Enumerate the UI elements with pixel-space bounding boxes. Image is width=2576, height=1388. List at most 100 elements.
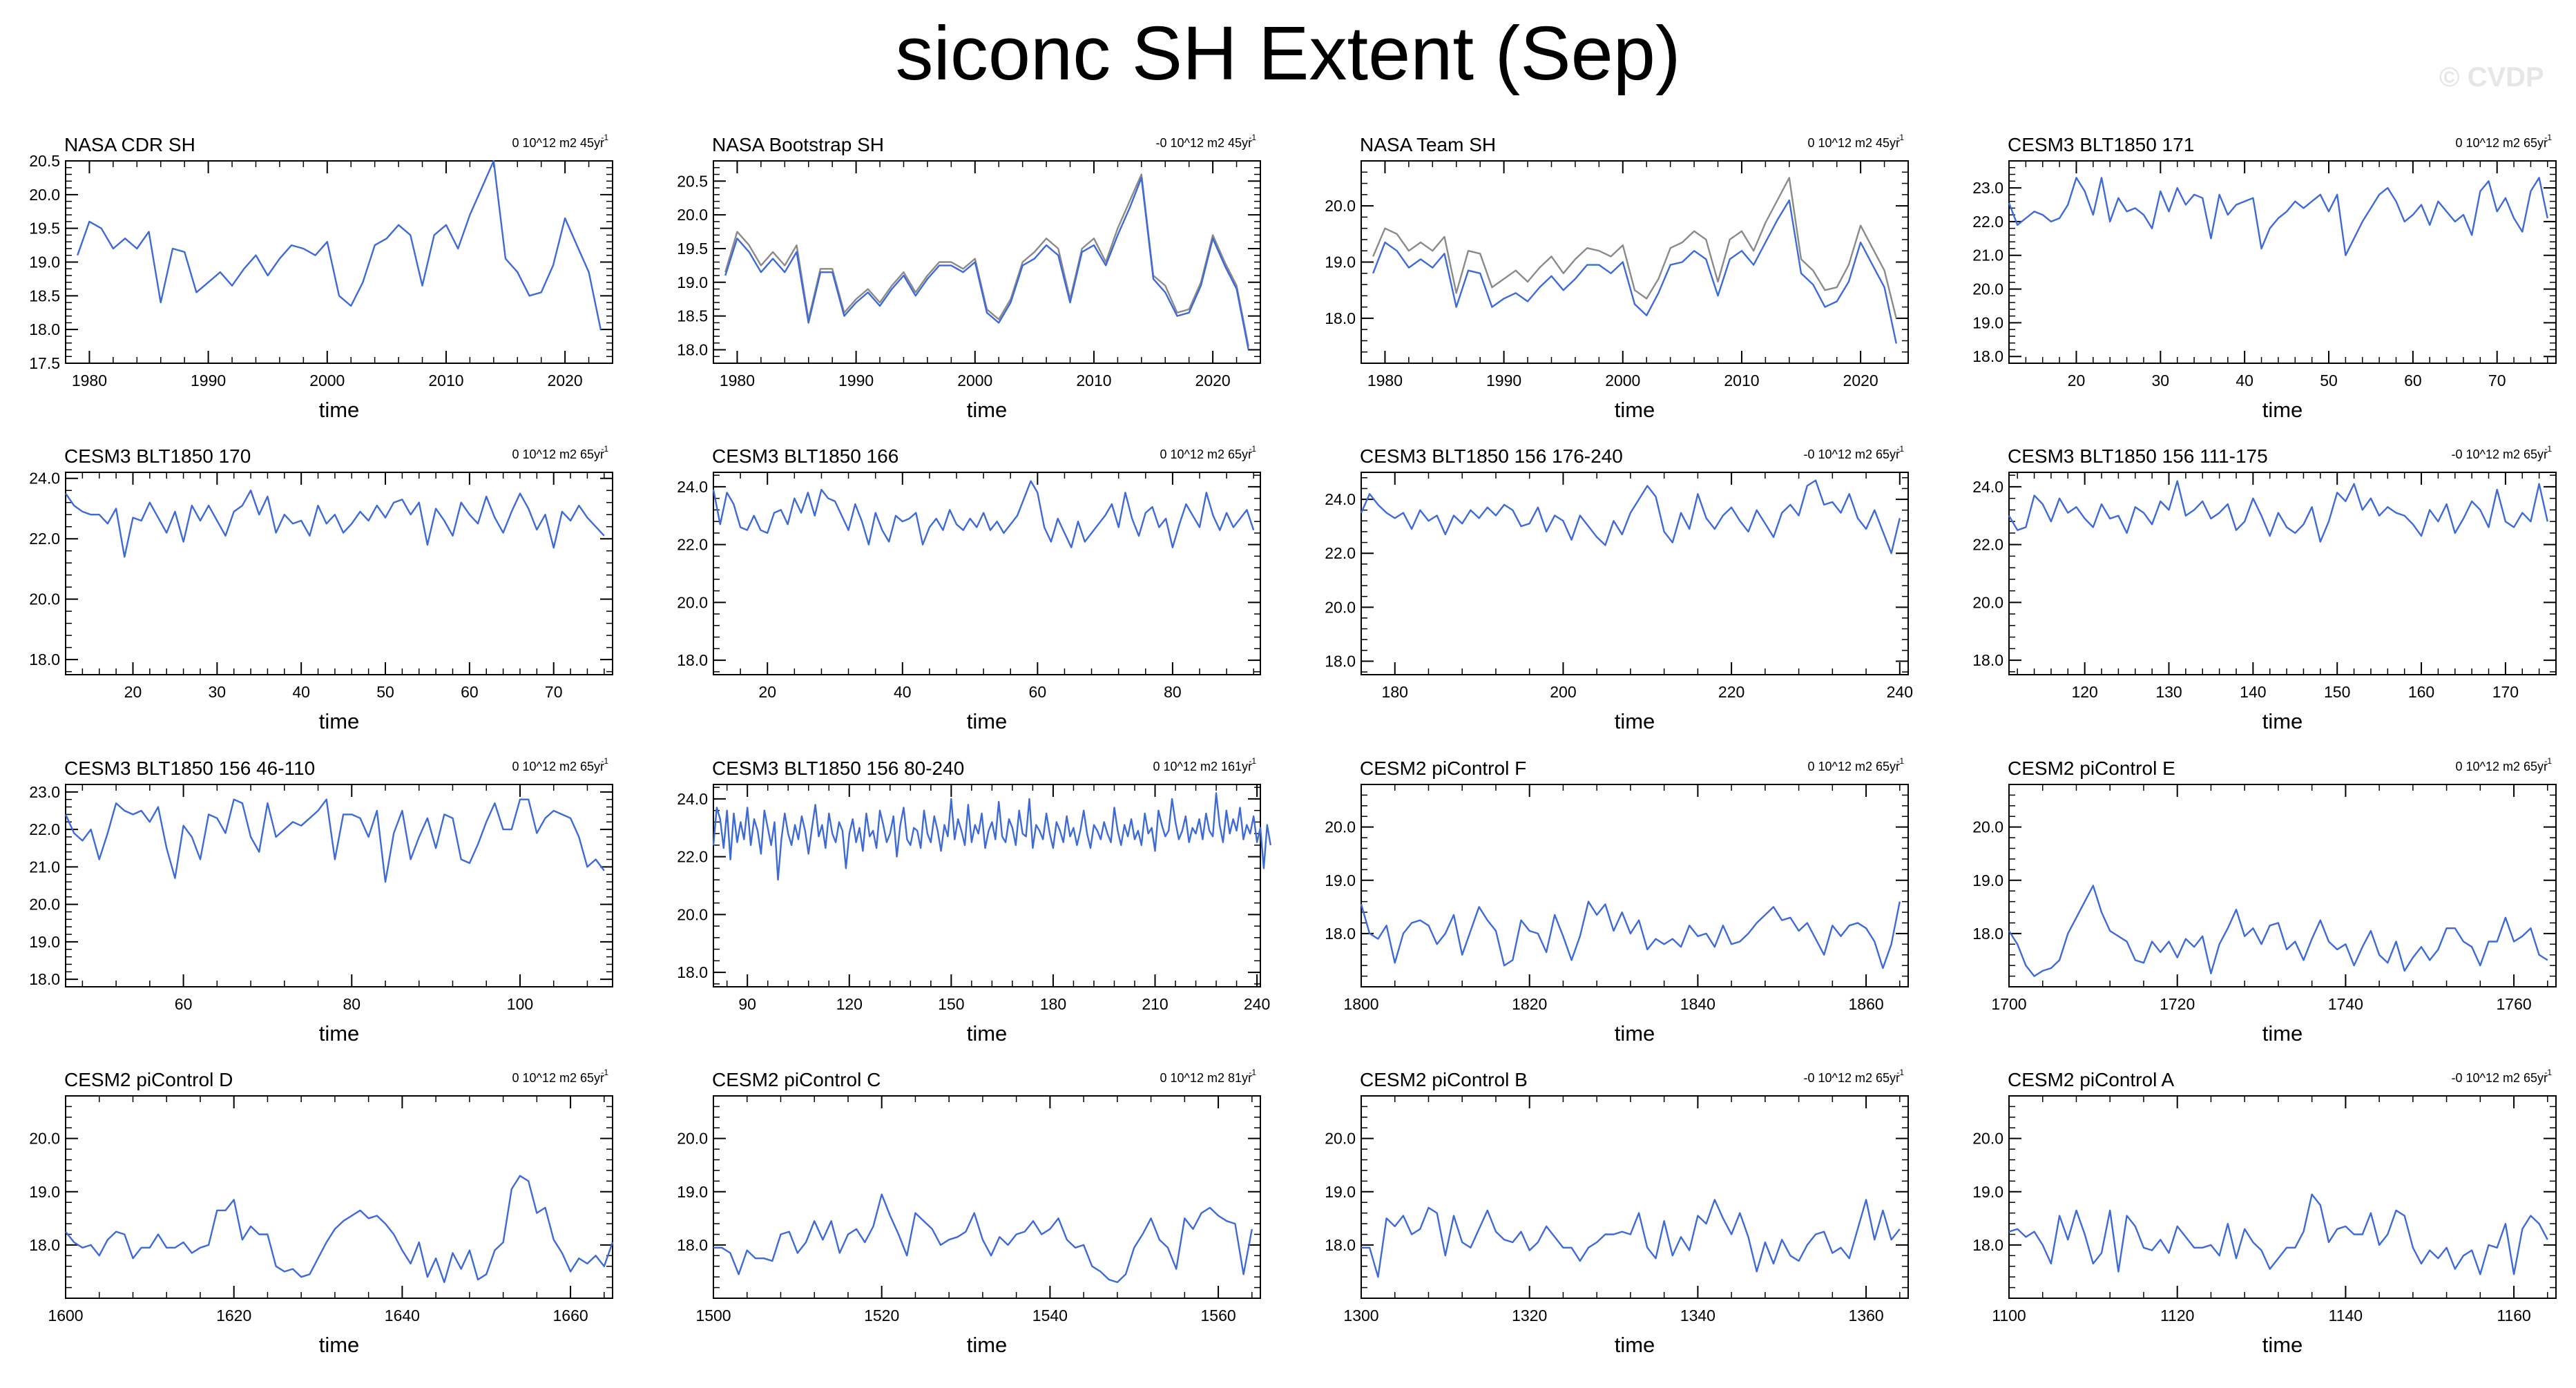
plot-frame (713, 472, 1261, 675)
y-tick-label: 20.5 (29, 152, 60, 170)
series-line (64, 798, 605, 883)
y-tick-label: 20.5 (677, 172, 708, 190)
panel-annotation-exponent: -1 (1896, 133, 1904, 142)
x-tick-label: 40 (2236, 372, 2253, 389)
x-tick-label: 210 (1142, 995, 1168, 1013)
series-line (1361, 1199, 1901, 1278)
plot-frame (2008, 472, 2557, 675)
series-line (2008, 885, 2548, 977)
x-tick-label: 20 (758, 683, 776, 701)
x-tick-label: 240 (1887, 683, 1913, 701)
y-tick-label: 23.0 (29, 783, 60, 801)
panel-2: NASA Team SH 0 10^12 m2 45yr-1 1980 1990 200… (1325, 133, 1909, 422)
x-tick-label: 180 (1040, 995, 1066, 1013)
x-tick-label: 1840 (1680, 995, 1715, 1013)
x-tick-label: 1760 (2496, 995, 2531, 1013)
panel-annotation-exponent: -1 (1896, 756, 1904, 766)
panel-annotation-exponent: -1 (1896, 1068, 1904, 1077)
series-line (724, 177, 1249, 350)
panel-11: CESM2 piControl E 0 10^12 m2 65yr-1 1700 17… (1972, 756, 2557, 1045)
x-tick-label: 2020 (548, 372, 583, 389)
panel-annotation: 0 10^12 m2 65yr (2455, 136, 2548, 150)
x-tick-label: 1980 (1367, 372, 1403, 389)
x-tick-label: 1300 (1343, 1307, 1378, 1324)
y-tick-label: 20.0 (1325, 818, 1356, 836)
x-tick-label: 1320 (1512, 1307, 1547, 1324)
plot-frame (2008, 1095, 2557, 1299)
panel-0: NASA CDR SH 0 10^12 m2 45yr-1 1980 1990 2000… (29, 133, 613, 422)
y-tick-label: 18.0 (29, 970, 60, 988)
panel-title: CESM3 BLT1850 156 80-240 (712, 758, 964, 779)
panel-annotation: -0 10^12 m2 65yr (1803, 447, 1900, 461)
y-tick-label: 20.0 (1972, 1130, 2003, 1148)
panel-13: CESM2 piControl C 0 10^12 m2 81yr-1 1500 15… (677, 1068, 1261, 1357)
x-axis-label: time (2262, 1021, 2303, 1045)
y-tick-label: 22.0 (29, 530, 60, 548)
panel-annotation: 0 10^12 m2 81yr (1160, 1071, 1252, 1085)
panel-6: CESM3 BLT1850 156 176-240 -0 10^12 m2 65y… (1325, 444, 1913, 733)
x-tick-label: 120 (836, 995, 863, 1013)
panel-annotation-exponent: -1 (1249, 1068, 1256, 1077)
x-tick-label: 1620 (216, 1307, 251, 1324)
y-tick-label: 24.0 (1325, 490, 1356, 508)
series-line (712, 792, 1271, 881)
series-line (2008, 177, 2548, 256)
x-tick-label: 20 (124, 683, 142, 701)
x-tick-label: 20 (2068, 372, 2086, 389)
watermark-logo: © CVDP (2439, 62, 2544, 93)
y-tick-label: 24.0 (1972, 478, 2003, 496)
y-tick-label: 20.0 (677, 1130, 708, 1148)
x-tick-label: 2010 (1724, 372, 1759, 389)
y-tick-label: 18.5 (677, 307, 708, 325)
y-tick-label: 24.0 (29, 470, 60, 488)
y-tick-label: 20.0 (1325, 598, 1356, 616)
x-tick-label: 70 (2488, 372, 2506, 389)
y-tick-label: 18.0 (1972, 347, 2003, 365)
panel-annotation: 0 10^12 m2 65yr (2455, 760, 2548, 773)
x-tick-label: 1860 (1848, 995, 1883, 1013)
panel-annotation: 0 10^12 m2 65yr (512, 1071, 604, 1085)
y-tick-label: 18.0 (1972, 651, 2003, 669)
panel-9: CESM3 BLT1850 156 80-240 0 10^12 m2 161yr… (677, 756, 1271, 1045)
panel-annotation: 0 10^12 m2 65yr (512, 447, 604, 461)
plot-frame (713, 160, 1261, 364)
x-axis-label: time (967, 709, 1008, 733)
x-tick-label: 1820 (1512, 995, 1547, 1013)
x-tick-label: 240 (1244, 995, 1270, 1013)
y-tick-label: 18.0 (1325, 309, 1356, 327)
x-tick-label: 1800 (1343, 995, 1378, 1013)
x-tick-label: 1990 (1486, 372, 1521, 389)
panel-annotation: 0 10^12 m2 45yr (512, 136, 604, 150)
panel-3: CESM3 BLT1850 171 0 10^12 m2 65yr-1 20 30 40… (1972, 133, 2557, 422)
x-tick-label: 1140 (2329, 1307, 2363, 1324)
x-tick-label: 140 (2240, 683, 2266, 701)
y-tick-label: 18.0 (677, 1236, 708, 1254)
x-tick-label: 70 (545, 683, 563, 701)
x-axis-label: time (1615, 709, 1655, 733)
panel-title: CESM2 piControl B (1360, 1069, 1528, 1090)
panel-title: CESM2 piControl A (2008, 1069, 2175, 1090)
x-tick-label: 60 (175, 995, 193, 1013)
x-tick-label: 1740 (2328, 995, 2363, 1013)
x-tick-label: 150 (2324, 683, 2350, 701)
x-axis-label: time (319, 398, 360, 422)
panel-8: CESM3 BLT1850 156 46-110 0 10^12 m2 65yr-… (29, 756, 613, 1045)
x-axis-label: time (967, 1021, 1008, 1045)
plot-frame (2008, 160, 2557, 364)
x-tick-label: 180 (1382, 683, 1408, 701)
panel-annotation: 0 10^12 m2 65yr (512, 760, 604, 773)
panel-title: CESM2 piControl E (2008, 758, 2175, 779)
x-tick-label: 150 (938, 995, 964, 1013)
x-tick-label: 1700 (1991, 995, 2026, 1013)
x-tick-label: 170 (2492, 683, 2519, 701)
panel-annotation: -0 10^12 m2 65yr (1803, 1071, 1900, 1085)
x-tick-label: 1990 (838, 372, 874, 389)
y-tick-label: 20.0 (677, 206, 708, 224)
plot-frame (1361, 1095, 1909, 1299)
y-tick-label: 19.0 (1325, 871, 1356, 889)
x-tick-label: 1540 (1032, 1307, 1068, 1324)
series-line (65, 1175, 614, 1284)
plot-frame (65, 160, 613, 364)
y-tick-label: 18.0 (677, 963, 708, 981)
